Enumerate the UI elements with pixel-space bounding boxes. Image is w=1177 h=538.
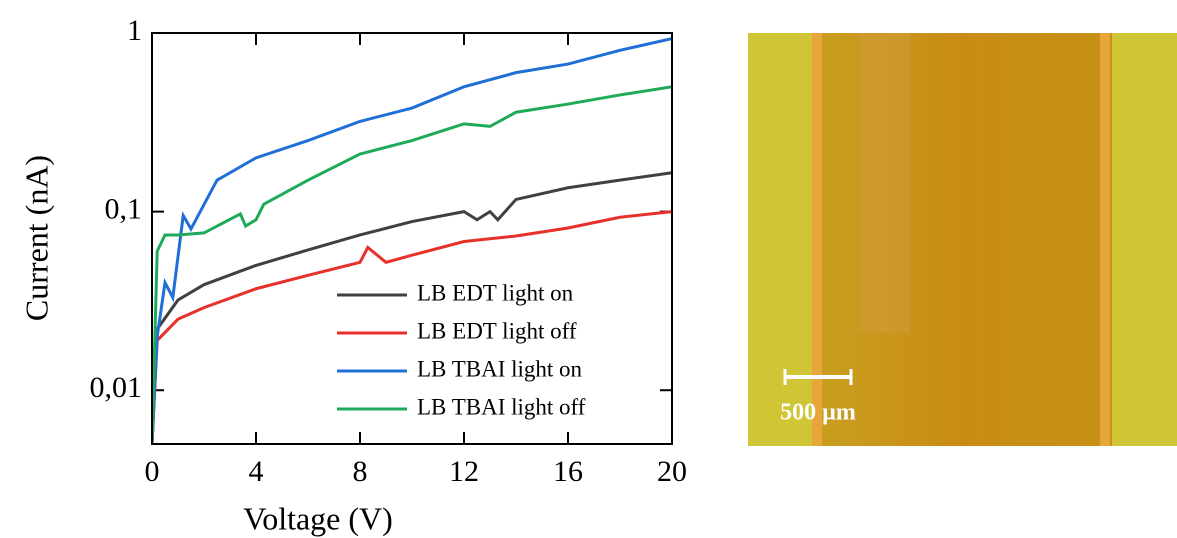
edge bbox=[812, 33, 822, 446]
streak bbox=[860, 33, 910, 333]
micrograph: 500 µm bbox=[748, 33, 1177, 446]
y-tick-label: 0,1 bbox=[105, 193, 143, 226]
x-tick-label: 0 bbox=[145, 455, 160, 488]
x-axis-label: Voltage (V) bbox=[243, 500, 393, 536]
series-line bbox=[152, 210, 672, 444]
edge bbox=[1100, 33, 1110, 446]
x-tick-label: 20 bbox=[657, 455, 687, 488]
legend-text: LB TBAI light off bbox=[417, 394, 586, 419]
series-line bbox=[152, 37, 672, 444]
plot-frame bbox=[151, 32, 673, 445]
y-axis-label: Current (nA) bbox=[18, 155, 54, 321]
legend-text: LB EDT light off bbox=[417, 318, 577, 343]
series-line bbox=[152, 171, 672, 444]
legend-text: LB TBAI light on bbox=[417, 356, 583, 381]
x-tick-label: 16 bbox=[553, 455, 583, 488]
y-tick-label: 0,01 bbox=[90, 371, 143, 404]
legend-text: LB EDT light on bbox=[417, 280, 574, 305]
x-tick-label: 8 bbox=[353, 455, 368, 488]
scale-bar-label: 500 µm bbox=[780, 400, 856, 426]
film-stripe bbox=[812, 33, 1112, 446]
x-tick-label: 4 bbox=[249, 455, 264, 488]
series-line bbox=[152, 85, 672, 444]
y-tick-label: 1 bbox=[127, 14, 142, 47]
x-tick-label: 12 bbox=[449, 455, 479, 488]
